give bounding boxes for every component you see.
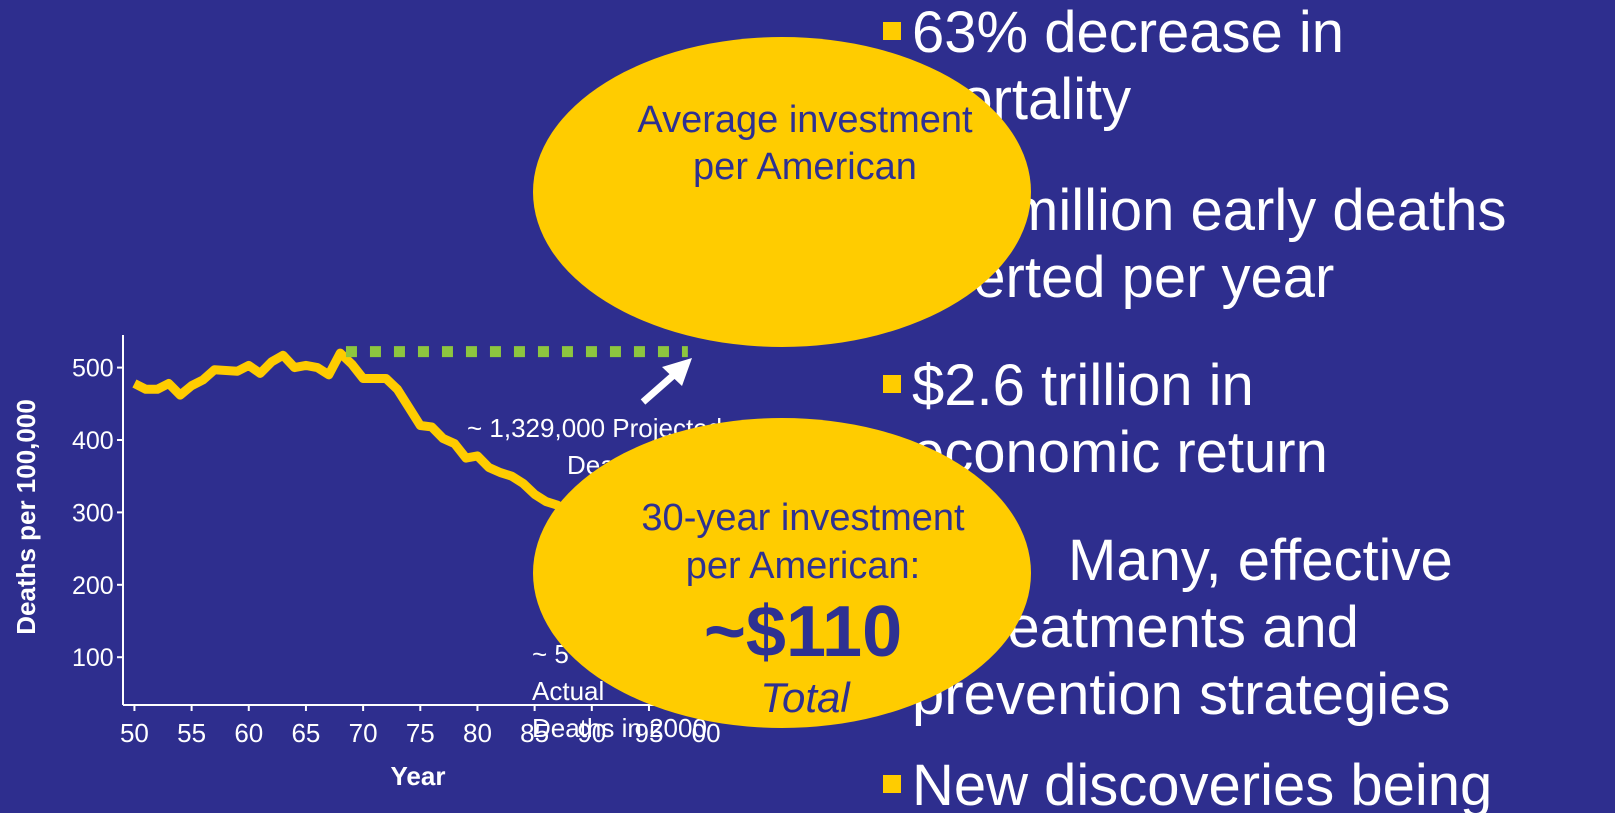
data-line — [132, 348, 572, 517]
arrow-shaft — [640, 370, 679, 405]
callout-amount: ~$110 — [704, 592, 902, 672]
y-axis-label: Deaths per 100,000 — [11, 399, 41, 635]
x-tick-label: 00 — [692, 718, 721, 748]
callout-bubble — [533, 37, 1031, 347]
callout-bubble — [533, 418, 1031, 728]
y-tick-label: 300 — [72, 499, 114, 527]
callout-text: Average investment — [637, 99, 973, 141]
x-tick-label: 50 — [120, 718, 149, 748]
callout-text: 30-year investment — [641, 497, 965, 539]
x-tick-label: 90 — [577, 718, 606, 748]
bullet-text: economic return — [912, 420, 1328, 485]
callout-text: per American — [693, 146, 917, 188]
x-tick-label: 65 — [291, 718, 320, 748]
callout-text: per American: — [686, 545, 920, 587]
annotation: Actual — [532, 676, 604, 706]
bullet-text: million early deaths — [1010, 178, 1506, 243]
x-axis-label: Year — [391, 761, 446, 791]
bullet-text: treatments and — [972, 595, 1359, 660]
x-tick-label: 60 — [234, 718, 263, 748]
x-tick-label: 55 — [177, 718, 206, 748]
x-tick-label: 80 — [463, 718, 492, 748]
bullet-marker — [883, 22, 901, 40]
bullet-text: Many, effective — [1068, 528, 1453, 593]
arrow-head — [662, 358, 692, 386]
y-tick-label: 400 — [72, 427, 114, 455]
x-tick-label: 75 — [406, 718, 435, 748]
annotation: Deaths in 2000 — [532, 713, 707, 743]
x-tick-label: 70 — [349, 718, 378, 748]
callout-note: Total — [760, 674, 851, 721]
bullet-marker — [883, 375, 901, 393]
y-tick-label: 200 — [72, 572, 114, 600]
bullet-marker — [883, 775, 901, 793]
bullet-text: New discoveries being — [912, 753, 1492, 813]
x-tick-label: 95 — [635, 718, 664, 748]
y-tick-label: 100 — [72, 644, 114, 672]
bullet-text: $2.6 trillion in — [912, 353, 1254, 418]
y-tick-label: 500 — [72, 355, 114, 383]
bullet-text: 63% decrease in — [912, 0, 1344, 65]
x-tick-label: 85 — [520, 718, 549, 748]
bullet-text: prevention strategies — [912, 662, 1450, 727]
